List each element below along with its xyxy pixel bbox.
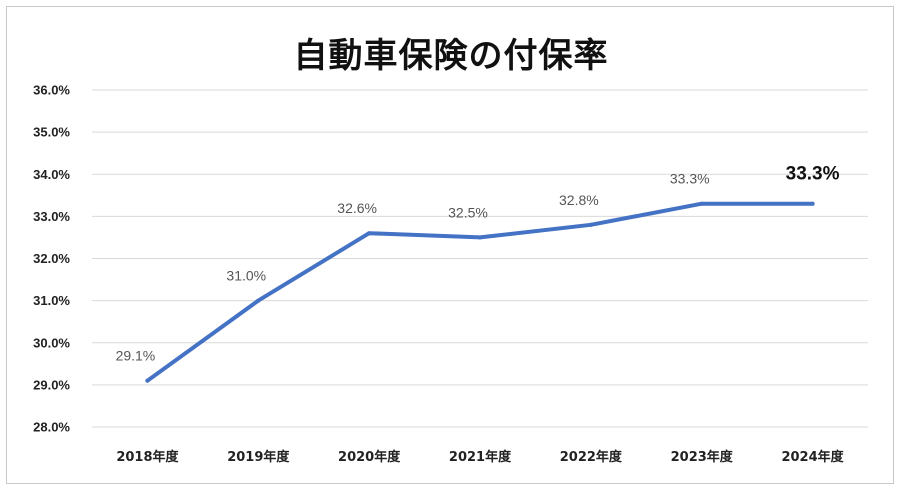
- y-tick-label: 35.0%: [33, 125, 70, 140]
- data-point: [588, 222, 593, 227]
- data-label: 32.5%: [448, 204, 488, 220]
- y-tick-label: 32.0%: [33, 251, 70, 266]
- y-tick-label: 29.0%: [33, 377, 70, 392]
- y-axis-ticks: 28.0% 29.0% 30.0% 31.0% 32.0% 33.0% 34.0% 35.0%…: [33, 83, 70, 435]
- x-tick-label: 2022年度: [560, 449, 623, 465]
- gridlines: [92, 89, 868, 428]
- data-point: [256, 298, 261, 303]
- series-line-group: [145, 201, 815, 383]
- data-point: [810, 201, 815, 206]
- data-label: 33.3%: [786, 164, 840, 185]
- x-tick-label: 2023年度: [671, 449, 734, 465]
- y-tick-label: 34.0%: [33, 167, 70, 182]
- data-label: 32.6%: [337, 200, 377, 216]
- y-tick-label: 28.0%: [33, 420, 70, 435]
- y-tick-label: 31.0%: [33, 293, 70, 308]
- x-tick-label: 2024年度: [781, 449, 844, 465]
- y-tick-label: 30.0%: [33, 335, 70, 350]
- y-tick-label: 33.0%: [33, 209, 70, 224]
- data-label: 32.8%: [559, 192, 599, 208]
- chart-frame: [6, 6, 894, 484]
- data-labels: 29.1% 31.0% 32.6% 32.5% 32.8% 33.3% 33.3%: [116, 164, 840, 364]
- x-tick-label: 2020年度: [338, 449, 401, 465]
- data-label: 29.1%: [116, 348, 156, 364]
- x-tick-label: 2019年度: [227, 449, 290, 465]
- data-point: [478, 235, 482, 240]
- data-label: 33.3%: [670, 171, 710, 187]
- y-tick-label: 36.0%: [33, 83, 70, 98]
- series-line: [145, 201, 815, 383]
- data-point: [367, 231, 372, 236]
- data-label: 31.0%: [226, 268, 266, 284]
- data-point: [145, 378, 150, 383]
- x-tick-label: 2018年度: [116, 449, 179, 465]
- x-tick-label: 2021年度: [449, 449, 512, 465]
- chart-title: 自動車保険の付保率: [293, 36, 609, 76]
- data-point: [699, 201, 704, 206]
- x-axis-ticks: 2018年度 2019年度 2020年度 2021年度 2022年度 2023年度 2024…: [116, 449, 844, 465]
